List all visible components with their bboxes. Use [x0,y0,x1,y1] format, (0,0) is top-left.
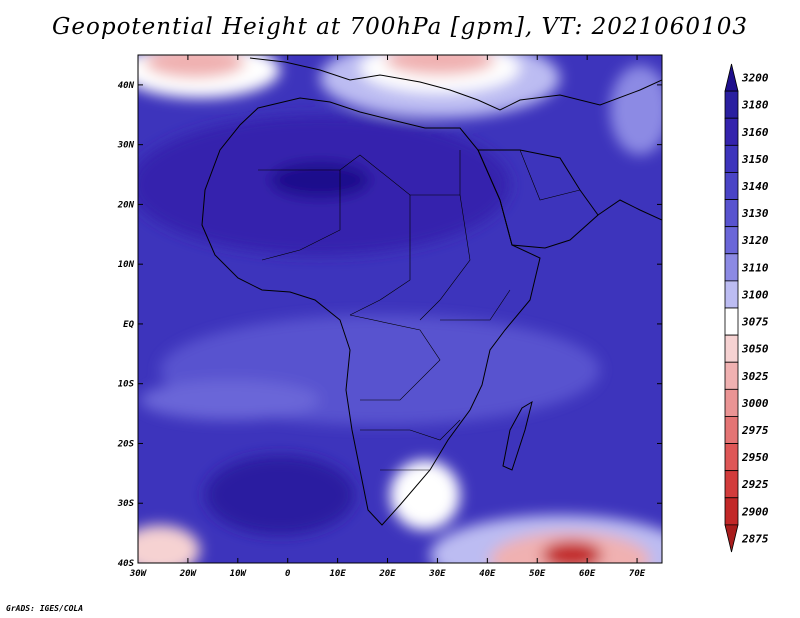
lat-tick-label: EQ [123,320,134,330]
legend-color-box [724,63,739,92]
arabia-outline [477,149,599,249]
lat-tick-label: 40N [118,81,135,91]
lon-tick-label: 20W [179,569,198,579]
europe-coast [249,57,662,111]
legend-level-label: 3000 [741,397,769,410]
lon-tick-label: 30W [129,569,148,579]
legend-color-box [724,226,739,255]
chart-title: Geopotential Height at 700hPa [gpm], VT:… [52,14,748,40]
legend-level-label: 2975 [741,424,769,437]
lon-tick-label: 20E [378,569,396,579]
lon-tick-label: 70E [629,569,646,579]
africa-coastline [201,97,541,526]
mediterranean-trough-core [385,55,495,75]
south-africa-trough [390,460,460,530]
country-borders [258,149,581,471]
lat-tick-label: 20N [117,200,135,210]
legend-color-box [724,470,739,499]
legend-color-box [724,253,739,282]
nw-atlantic-low-core [145,55,245,78]
lat-tick-label: 30N [117,141,135,151]
legend-level-label: 3110 [741,261,769,274]
lon-tick-label: 0 [285,569,291,579]
legend-color-box [724,443,739,472]
lat-tick-label: 10N [118,260,135,270]
legend-level-label: 3120 [741,234,769,247]
coastlines [201,57,662,526]
legend-level-label: 2900 [741,505,769,518]
south-atlantic-high [205,455,355,535]
legend-level-label: 3075 [741,316,769,329]
legend-color-box [724,117,739,146]
legend-color-box [724,144,739,173]
legend-color-box [724,497,739,526]
legend-level-label: 3140 [741,180,769,193]
lat-tick-label: 40S [118,559,135,569]
sw-corner-low [138,525,200,563]
southern-ocean-low-core [542,541,602,563]
legend-color-box [724,307,739,336]
lon-tick-label: 30E [428,569,446,579]
sahara-high-core [270,162,370,198]
legend-level-label: 3150 [741,153,769,166]
legend-color-box [724,90,739,119]
legend-level-label: 2875 [741,532,769,545]
lat-tick-label: 30S [117,499,135,509]
legend-level-label: 2950 [741,451,769,464]
lon-tick-label: 60E [579,569,596,579]
credit-label: GrADS: IGES/COLA [6,604,84,613]
ne-light-band [610,65,662,155]
legend-color-box [724,172,739,200]
legend-color-box [724,388,739,417]
legend-color-box [724,199,739,228]
legend-level-label: 3050 [741,343,769,356]
legend-level-label: 3180 [741,99,769,112]
legend-level-label: 3200 [741,72,769,85]
legend-color-box [724,524,739,553]
lon-tick-label: 10E [329,569,346,579]
plot-frame [137,54,663,564]
colorbar-legend: 3200 3180 3160 3150 3140 3130 3120 3110 3100 3075… [724,63,769,553]
atlantic-light-band [140,380,320,420]
legend-color-box [724,280,739,309]
legend-level-label: 3130 [741,207,769,220]
madagascar-outline [502,400,533,471]
longitude-axis: 30W 20W 10W 0 10E 20E 30E 40E 50E 60E 70E [129,55,646,579]
legend-color-box [724,361,739,390]
asia-coast [597,199,662,221]
lat-tick-label: 20S [117,439,135,449]
legend-level-label: 3160 [741,126,769,139]
legend-level-label: 3025 [741,370,769,383]
lon-tick-label: 40E [479,569,496,579]
legend-color-box [724,334,739,363]
latitude-axis: 40N 30N 20N 10N EQ 10S 20S 30S 40S [117,81,662,569]
lat-tick-label: 10S [118,380,135,390]
legend-level-label: 3100 [741,288,769,301]
legend-color-box [724,416,739,444]
geopotential-field [138,55,662,563]
lon-tick-label: 10W [230,569,248,579]
lon-tick-label: 50E [529,569,546,579]
legend-level-label: 2925 [741,478,769,491]
